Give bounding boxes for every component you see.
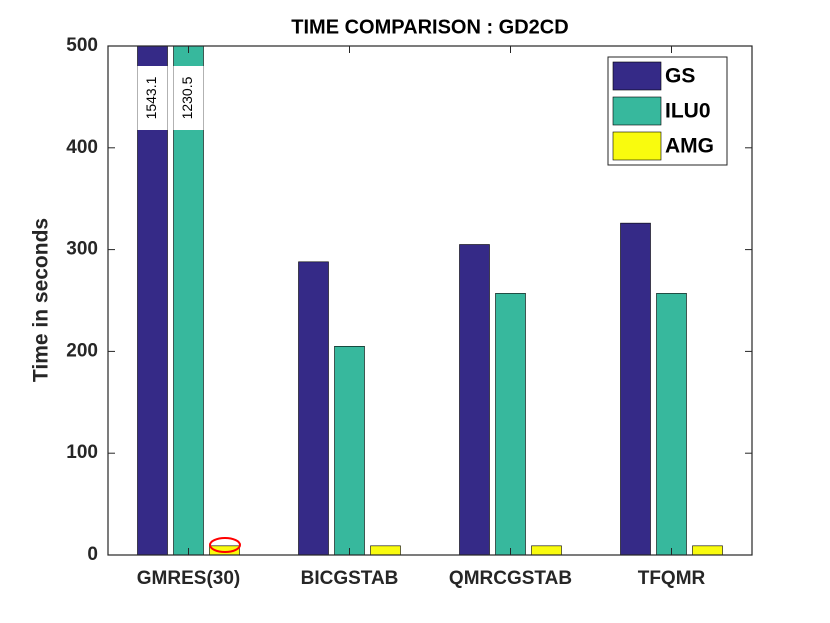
x-tick-label: BICGSTAB — [301, 568, 399, 589]
bar — [298, 261, 329, 555]
legend-swatch — [612, 96, 662, 126]
x-tick-label: GMRES(30) — [137, 568, 240, 589]
y-tick-label: 300 — [66, 239, 98, 260]
y-axis-label: Time in seconds — [30, 218, 53, 382]
bars — [137, 46, 723, 555]
y-tick-label: 100 — [66, 442, 98, 463]
axes-box — [107, 45, 753, 556]
bar — [495, 293, 526, 555]
value-label-box — [173, 66, 204, 130]
legend-label: GS — [665, 65, 695, 88]
y-tick-label: 400 — [66, 137, 98, 158]
bar — [656, 293, 687, 555]
x-tick-label: QMRCGSTAB — [449, 568, 572, 589]
y-tick-label: 0 — [87, 544, 98, 565]
legend-swatch — [612, 131, 662, 161]
value-label: 1543.1 — [143, 76, 159, 119]
legend-label: AMG — [665, 135, 714, 158]
highlight-ellipse — [209, 537, 241, 553]
y-tick-label: 200 — [66, 340, 98, 361]
y-tick-label: 500 — [66, 35, 98, 56]
x-tick-label: TFQMR — [638, 568, 706, 589]
bar — [209, 545, 240, 555]
value-label: 1230.5 — [179, 76, 195, 119]
bar — [137, 46, 168, 555]
bar — [692, 545, 723, 555]
legend-swatch — [612, 61, 662, 91]
legend-label: ILU0 — [665, 100, 711, 123]
bar — [459, 244, 490, 555]
chart-title: TIME COMPARISON : GD2CD — [291, 16, 568, 38]
bar — [173, 46, 204, 555]
bar — [531, 545, 562, 555]
value-label-box — [137, 66, 168, 130]
bar — [370, 545, 401, 555]
bar — [334, 346, 365, 555]
bar — [620, 222, 651, 555]
